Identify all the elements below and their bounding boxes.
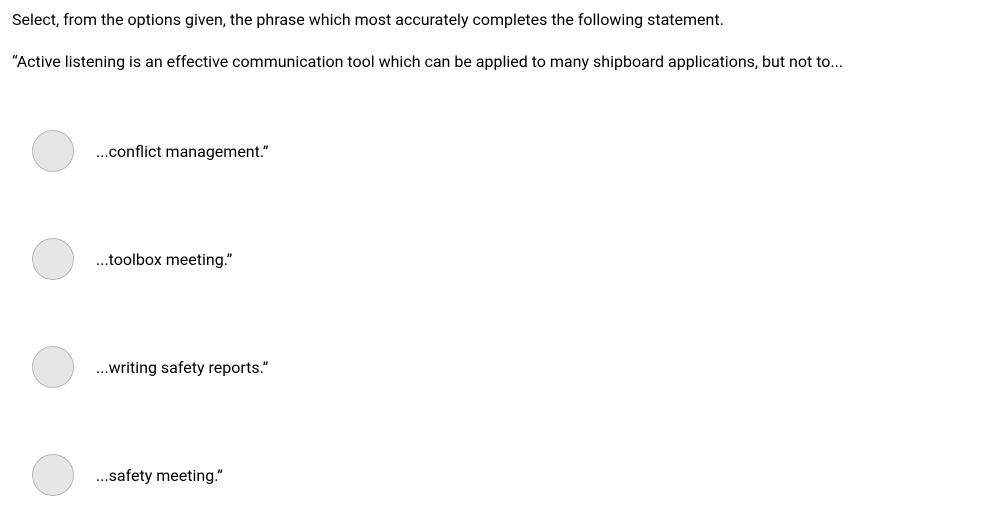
option-row-3[interactable]: ...safety meeting.” — [32, 454, 970, 496]
options-group: ...conflict management.” ...toolbox meet… — [12, 130, 970, 496]
option-row-1[interactable]: ...toolbox meeting.” — [32, 238, 970, 280]
question-statement: “Active listening is an effective commun… — [12, 50, 970, 74]
option-label-1[interactable]: ...toolbox meeting.” — [96, 250, 232, 269]
radio-icon[interactable] — [32, 238, 74, 280]
option-row-0[interactable]: ...conflict management.” — [32, 130, 970, 172]
option-label-0[interactable]: ...conflict management.” — [96, 142, 268, 161]
option-row-2[interactable]: ...writing safety reports.” — [32, 346, 970, 388]
radio-icon[interactable] — [32, 346, 74, 388]
radio-icon[interactable] — [32, 130, 74, 172]
radio-icon[interactable] — [32, 454, 74, 496]
option-label-2[interactable]: ...writing safety reports.” — [96, 358, 268, 377]
option-label-3[interactable]: ...safety meeting.” — [96, 466, 223, 485]
question-instruction: Select, from the options given, the phra… — [12, 8, 970, 32]
